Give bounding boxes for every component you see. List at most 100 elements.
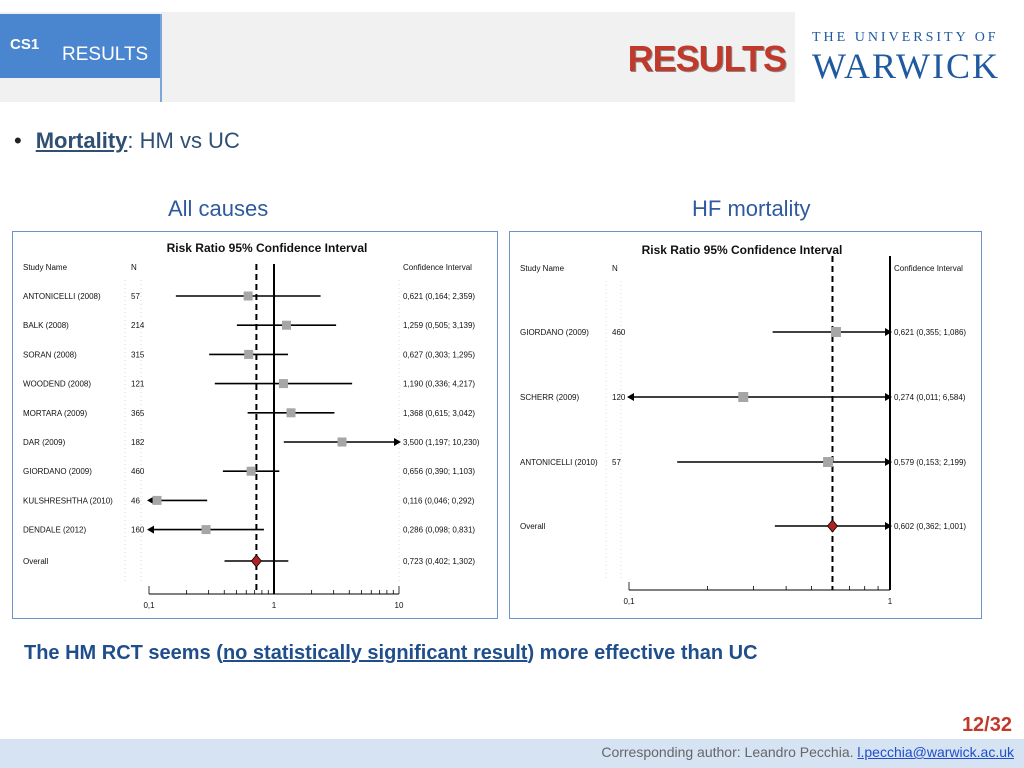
chart-title: Risk Ratio 95% Confidence Interval (642, 243, 843, 257)
university-logo: THE UNIVERSITY OF WARWICK (812, 30, 1007, 96)
overall-ci-text: 0,723 (0,402; 1,302) (403, 557, 475, 566)
point-estimate-box (244, 349, 254, 359)
slide-title: RESULTS (627, 38, 787, 79)
chart-title: Risk Ratio 95% Confidence Interval (167, 241, 368, 255)
point-estimate-box (282, 320, 292, 330)
col-header-study: Study Name (23, 263, 68, 272)
study-ci-text: 0,116 (0,046; 0,292) (403, 496, 475, 505)
study-n: 121 (131, 380, 145, 389)
study-ci-text: 1,259 (0,505; 3,139) (403, 321, 475, 330)
col-header-ci: Confidence Interval (403, 263, 472, 272)
point-estimate-box (278, 379, 288, 389)
study-name: ANTONICELLI (2008) (23, 292, 101, 301)
study-ci-text: 0,579 (0,153; 2,199) (894, 458, 966, 467)
x-tick-label: 10 (395, 601, 404, 610)
study-n: 214 (131, 321, 145, 330)
x-tick-label: 0,1 (623, 597, 635, 606)
overall-label: Overall (520, 522, 546, 531)
forest-plot-all-causes: Risk Ratio 95% Confidence Interval Study … (12, 231, 498, 619)
conclusion-underlined: no statistically significant result (222, 642, 528, 664)
logo-top-text: THE UNIVERSITY OF (812, 30, 999, 45)
point-estimate-box (286, 408, 296, 418)
study-name: SORAN (2008) (23, 350, 77, 359)
col-header-ci: Confidence Interval (894, 264, 963, 273)
study-name: BALK (2008) (23, 321, 69, 330)
page-number: 12/32 (961, 714, 1012, 736)
x-tick-label: 1 (272, 601, 277, 610)
overall-label: Overall (23, 557, 49, 566)
study-name: MORTARA (2009) (23, 409, 88, 418)
study-n: 315 (131, 350, 145, 359)
study-ci-text: 1,190 (0,336; 4,217) (403, 380, 475, 389)
conclusion-pre: The HM RCT seems ( (24, 642, 223, 664)
study-name: GIORDANO (2009) (520, 328, 589, 337)
study-name: GIORDANO (2009) (23, 467, 92, 476)
col-header-study: Study Name (520, 264, 565, 273)
study-n: 160 (131, 526, 145, 535)
study-name: WOODEND (2008) (23, 380, 91, 389)
study-ci-text: 0,274 (0,011; 6,584) (894, 393, 966, 402)
study-n: 365 (131, 409, 145, 418)
point-estimate-box (738, 392, 749, 402)
study-name: DAR (2009) (23, 438, 66, 447)
section-name: RESULTS (62, 44, 149, 65)
point-estimate-box (823, 457, 834, 467)
study-name: ANTONICELLI (2010) (520, 458, 598, 467)
point-estimate-box (201, 525, 211, 535)
point-estimate-box (246, 466, 256, 476)
study-ci-text: 3,500 (1,197; 10,230) (403, 438, 480, 447)
logo-main-text: WARWICK (812, 46, 1000, 86)
study-name: KULSHRESHTHA (2010) (23, 496, 113, 505)
point-estimate-box (337, 437, 347, 447)
ci-arrow-icon (885, 458, 892, 466)
x-tick-label: 1 (888, 597, 893, 606)
footer-email-link[interactable]: l.pecchia@warwick.ac.uk (857, 744, 1014, 760)
study-ci-text: 0,621 (0,164; 2,359) (403, 292, 475, 301)
forest-plot-hf-mortality: Risk Ratio 95% Confidence Interval Study … (509, 231, 982, 619)
study-n: 460 (131, 467, 145, 476)
study-name: DENDALE (2012) (23, 526, 86, 535)
study-ci-text: 0,627 (0,303; 1,295) (403, 350, 475, 359)
study-n: 120 (612, 393, 626, 402)
study-n: 460 (612, 328, 626, 337)
study-ci-text: 0,656 (0,390; 1,103) (403, 467, 475, 476)
footer-author: Corresponding author: Leandro Pecchia. (601, 744, 858, 760)
bullet-rest: : HM vs UC (127, 128, 240, 153)
point-estimate-box (243, 291, 253, 301)
point-estimate-box (830, 327, 841, 337)
footer-bar: Corresponding author: Leandro Pecchia. l… (0, 739, 1024, 768)
overall-diamond-icon (826, 519, 838, 533)
conclusion-text: The HM RCT seems (no statistically signi… (24, 642, 758, 665)
study-ci-text: 1,368 (0,615; 3,042) (403, 409, 475, 418)
ci-arrow-icon (885, 328, 892, 336)
ci-arrow-icon (627, 393, 634, 401)
section-tab: CS1 RESULTS (0, 14, 160, 78)
conclusion-post: ) more effective than UC (527, 642, 758, 664)
study-ci-text: 0,621 (0,355; 1,086) (894, 328, 966, 337)
subhead-all-causes: All causes (168, 196, 269, 221)
study-n: 182 (131, 438, 145, 447)
x-tick-label: 0,1 (143, 601, 155, 610)
bullet-mortality: • Mortality: HM vs UC (14, 128, 240, 154)
study-n: 46 (131, 496, 140, 505)
ci-arrow-icon (147, 496, 154, 505)
ci-arrow-icon (147, 525, 154, 534)
forest-plot-hf-mortality-svg: Risk Ratio 95% Confidence Interval Study … (520, 243, 966, 606)
overall-ci-text: 0,602 (0,362; 1,001) (894, 522, 966, 531)
ci-arrow-icon (885, 522, 892, 530)
section-divider (160, 14, 162, 102)
section-code: CS1 (10, 36, 40, 53)
bullet-term: Mortality (35, 128, 128, 153)
study-n: 57 (131, 292, 140, 301)
study-n: 57 (612, 458, 621, 467)
point-estimate-box (152, 495, 162, 505)
study-name: SCHERR (2009) (520, 393, 579, 402)
footer-text: Corresponding author: Leandro Pecchia. l… (601, 744, 1014, 760)
col-header-n: N (131, 263, 137, 272)
overall-diamond-icon (250, 554, 262, 568)
forest-plot-all-causes-svg: Risk Ratio 95% Confidence Interval Study … (23, 241, 480, 610)
ci-arrow-icon (885, 393, 892, 401)
subhead-hf-mortality: HF mortality (692, 196, 811, 221)
bullet-dot-icon: • (14, 128, 22, 153)
col-header-n: N (612, 264, 618, 273)
